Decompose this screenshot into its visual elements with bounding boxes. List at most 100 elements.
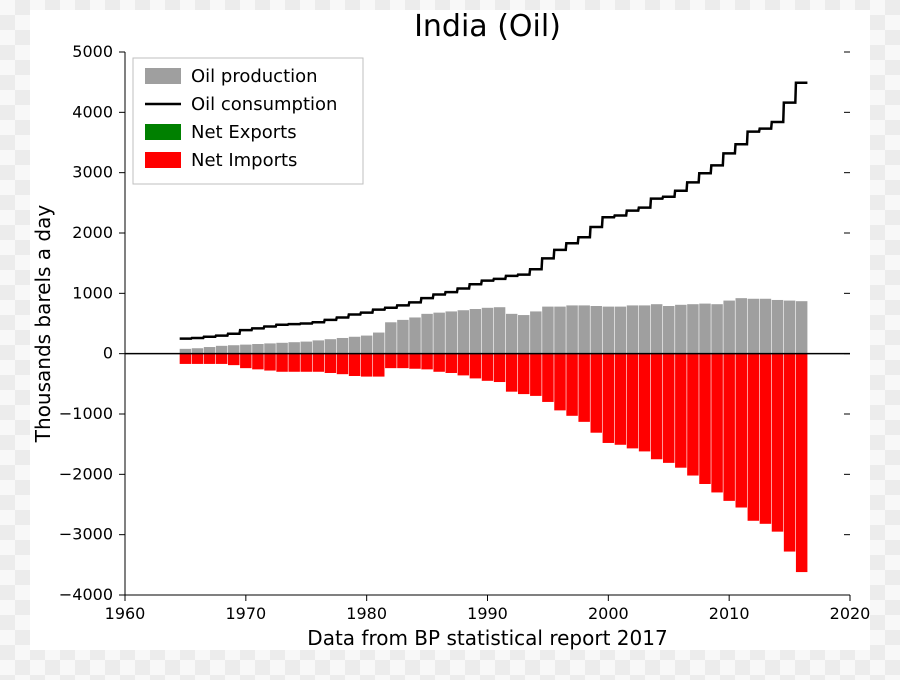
net-imports-bar — [675, 354, 686, 468]
production-bar — [639, 305, 650, 353]
net-imports-bar — [494, 354, 505, 382]
net-imports-bar — [711, 354, 722, 493]
net-imports-bar — [627, 354, 638, 449]
production-bar — [603, 307, 614, 354]
net-imports-bar — [784, 354, 795, 552]
production-bar — [433, 313, 444, 354]
production-bar — [578, 305, 589, 353]
x-tick-label: 1980 — [346, 604, 387, 623]
net-imports-bar — [530, 354, 541, 396]
production-bar — [361, 336, 372, 354]
net-imports-bar — [651, 354, 662, 460]
production-bar — [192, 348, 203, 353]
production-bar — [446, 311, 457, 353]
production-bar — [796, 301, 807, 353]
net-imports-bar — [409, 354, 420, 369]
y-tick-label: −1000 — [59, 404, 113, 423]
net-imports-bar — [603, 354, 614, 443]
production-bar — [760, 299, 771, 354]
production-bar — [675, 305, 686, 354]
net-imports-bar — [361, 354, 372, 377]
production-bar — [784, 301, 795, 354]
x-tick-label: 2020 — [830, 604, 870, 623]
legend-label: Net Imports — [191, 150, 297, 171]
net-imports-bar — [723, 354, 734, 501]
x-ticks: 1960197019801990200020102020 — [105, 595, 870, 623]
production-bar — [506, 314, 517, 354]
production-bar — [288, 342, 299, 353]
production-bar — [264, 343, 275, 353]
y-tick-label: 0 — [103, 344, 113, 363]
chart-svg: 1960197019801990200020102020−4000−3000−2… — [30, 10, 870, 650]
production-bar — [325, 339, 336, 353]
production-bar — [699, 304, 710, 354]
net-imports-bar — [506, 354, 517, 392]
net-imports-bar — [301, 354, 312, 372]
production-bar — [373, 333, 384, 354]
net-imports-bar — [373, 354, 384, 377]
net-imports-bar — [192, 354, 203, 364]
net-imports-bar — [385, 354, 396, 368]
production-bar — [301, 342, 312, 354]
production-bar — [748, 299, 759, 354]
production-bar — [458, 310, 469, 353]
production-bar — [470, 309, 481, 354]
chart-title: India (Oil) — [414, 10, 561, 44]
net-imports-bar — [615, 354, 626, 445]
net-imports-bar — [687, 354, 698, 476]
legend-label: Oil production — [191, 66, 318, 87]
production-bar — [530, 311, 541, 353]
production-bar — [409, 317, 420, 353]
legend-label: Oil consumption — [191, 94, 337, 115]
net-imports-bar — [325, 354, 336, 373]
net-imports-bar — [736, 354, 747, 508]
series-net-imports — [180, 354, 808, 572]
legend-swatch — [145, 124, 181, 140]
production-bar — [228, 345, 239, 353]
production-bar — [687, 304, 698, 353]
production-bar — [482, 308, 493, 354]
net-imports-bar — [566, 354, 577, 416]
net-imports-bar — [252, 354, 263, 370]
net-imports-bar — [482, 354, 493, 381]
net-imports-bar — [276, 354, 287, 372]
production-bar — [651, 304, 662, 353]
net-imports-bar — [458, 354, 469, 376]
net-imports-bar — [240, 354, 251, 368]
net-imports-bar — [228, 354, 239, 365]
y-tick-label: 4000 — [72, 102, 113, 121]
net-imports-bar — [264, 354, 275, 371]
net-imports-bar — [591, 354, 602, 433]
production-bar — [421, 314, 432, 354]
x-tick-label: 1960 — [105, 604, 146, 623]
net-imports-bar — [421, 354, 432, 370]
production-bar — [337, 338, 348, 354]
production-bar — [252, 344, 263, 354]
net-imports-bar — [216, 354, 227, 364]
production-bar — [240, 345, 251, 354]
net-imports-bar — [554, 354, 565, 411]
net-imports-bar — [397, 354, 408, 368]
net-imports-bar — [446, 354, 457, 373]
production-bar — [385, 322, 396, 353]
net-imports-bar — [433, 354, 444, 372]
legend-swatch — [145, 68, 181, 84]
net-imports-bar — [663, 354, 674, 463]
y-axis-title: Thousands barels a day — [31, 205, 55, 444]
x-axis-title: Data from BP statistical report 2017 — [307, 626, 667, 650]
net-imports-bar — [639, 354, 650, 452]
net-imports-bar — [288, 354, 299, 372]
net-imports-bar — [760, 354, 771, 524]
production-bar — [542, 307, 553, 354]
y-tick-label: −2000 — [59, 464, 113, 483]
production-bar — [711, 304, 722, 353]
production-bar — [276, 343, 287, 354]
production-bar — [663, 306, 674, 354]
production-bar — [554, 307, 565, 354]
production-bar — [518, 315, 529, 354]
production-bar — [216, 346, 227, 354]
production-bar — [736, 298, 747, 354]
net-imports-bar — [542, 354, 553, 402]
x-tick-label: 2010 — [709, 604, 750, 623]
y-tick-label: 2000 — [72, 223, 113, 242]
